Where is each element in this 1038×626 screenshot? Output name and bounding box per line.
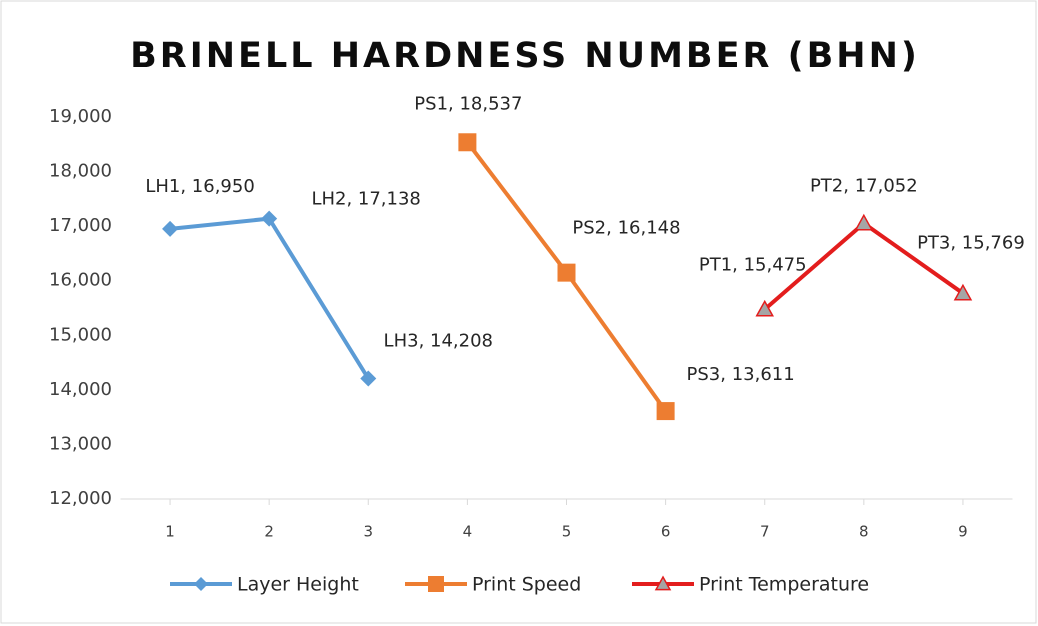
data-label: PS3, 13,611 bbox=[687, 364, 795, 385]
legend-marker bbox=[428, 576, 444, 592]
chart-title: BRINELL HARDNESS NUMBER (BHN) bbox=[130, 36, 920, 76]
x-tick-label: 3 bbox=[364, 523, 374, 541]
y-tick-label: 17,000 bbox=[49, 215, 112, 236]
data-label: PS2, 16,148 bbox=[572, 218, 680, 239]
x-tick-label: 9 bbox=[958, 523, 968, 541]
data-point bbox=[557, 263, 576, 282]
y-tick-label: 18,000 bbox=[49, 161, 112, 182]
data-label: PS1, 18,537 bbox=[414, 93, 522, 114]
legend-label: Layer Height bbox=[237, 574, 359, 596]
data-label: PT3, 15,769 bbox=[917, 232, 1025, 253]
x-tick-label: 2 bbox=[264, 523, 274, 541]
y-tick-label: 13,000 bbox=[49, 433, 112, 454]
legend-marker bbox=[654, 575, 672, 591]
x-tick-label: 7 bbox=[760, 523, 770, 541]
data-point bbox=[458, 133, 477, 152]
y-tick-label: 16,000 bbox=[49, 270, 112, 291]
x-tick-label: 4 bbox=[463, 523, 473, 541]
legend-label: Print Speed bbox=[472, 574, 581, 596]
x-tick-label: 6 bbox=[661, 523, 671, 541]
data-label: LH3, 14,208 bbox=[384, 331, 493, 352]
data-point bbox=[854, 213, 874, 231]
data-point bbox=[162, 220, 179, 237]
y-tick-label: 19,000 bbox=[49, 106, 112, 127]
y-tick-label: 12,000 bbox=[49, 488, 112, 509]
x-tick-label: 5 bbox=[562, 523, 572, 541]
data-point bbox=[953, 283, 973, 301]
x-tick-label: 1 bbox=[165, 523, 175, 541]
legend-label: Print Temperature bbox=[699, 574, 869, 596]
data-point bbox=[755, 299, 774, 317]
data-label: LH1, 16,950 bbox=[145, 176, 254, 197]
data-point bbox=[261, 210, 278, 227]
data-point bbox=[656, 402, 675, 421]
x-tick-label: 8 bbox=[859, 523, 869, 541]
y-tick-label: 14,000 bbox=[49, 379, 112, 400]
data-label: LH2, 17,138 bbox=[311, 189, 420, 210]
data-label: PT2, 17,052 bbox=[810, 175, 918, 196]
y-tick-label: 15,000 bbox=[49, 324, 112, 345]
legend-marker bbox=[194, 577, 208, 591]
data-point bbox=[360, 370, 377, 387]
data-label: PT1, 15,475 bbox=[699, 254, 807, 275]
